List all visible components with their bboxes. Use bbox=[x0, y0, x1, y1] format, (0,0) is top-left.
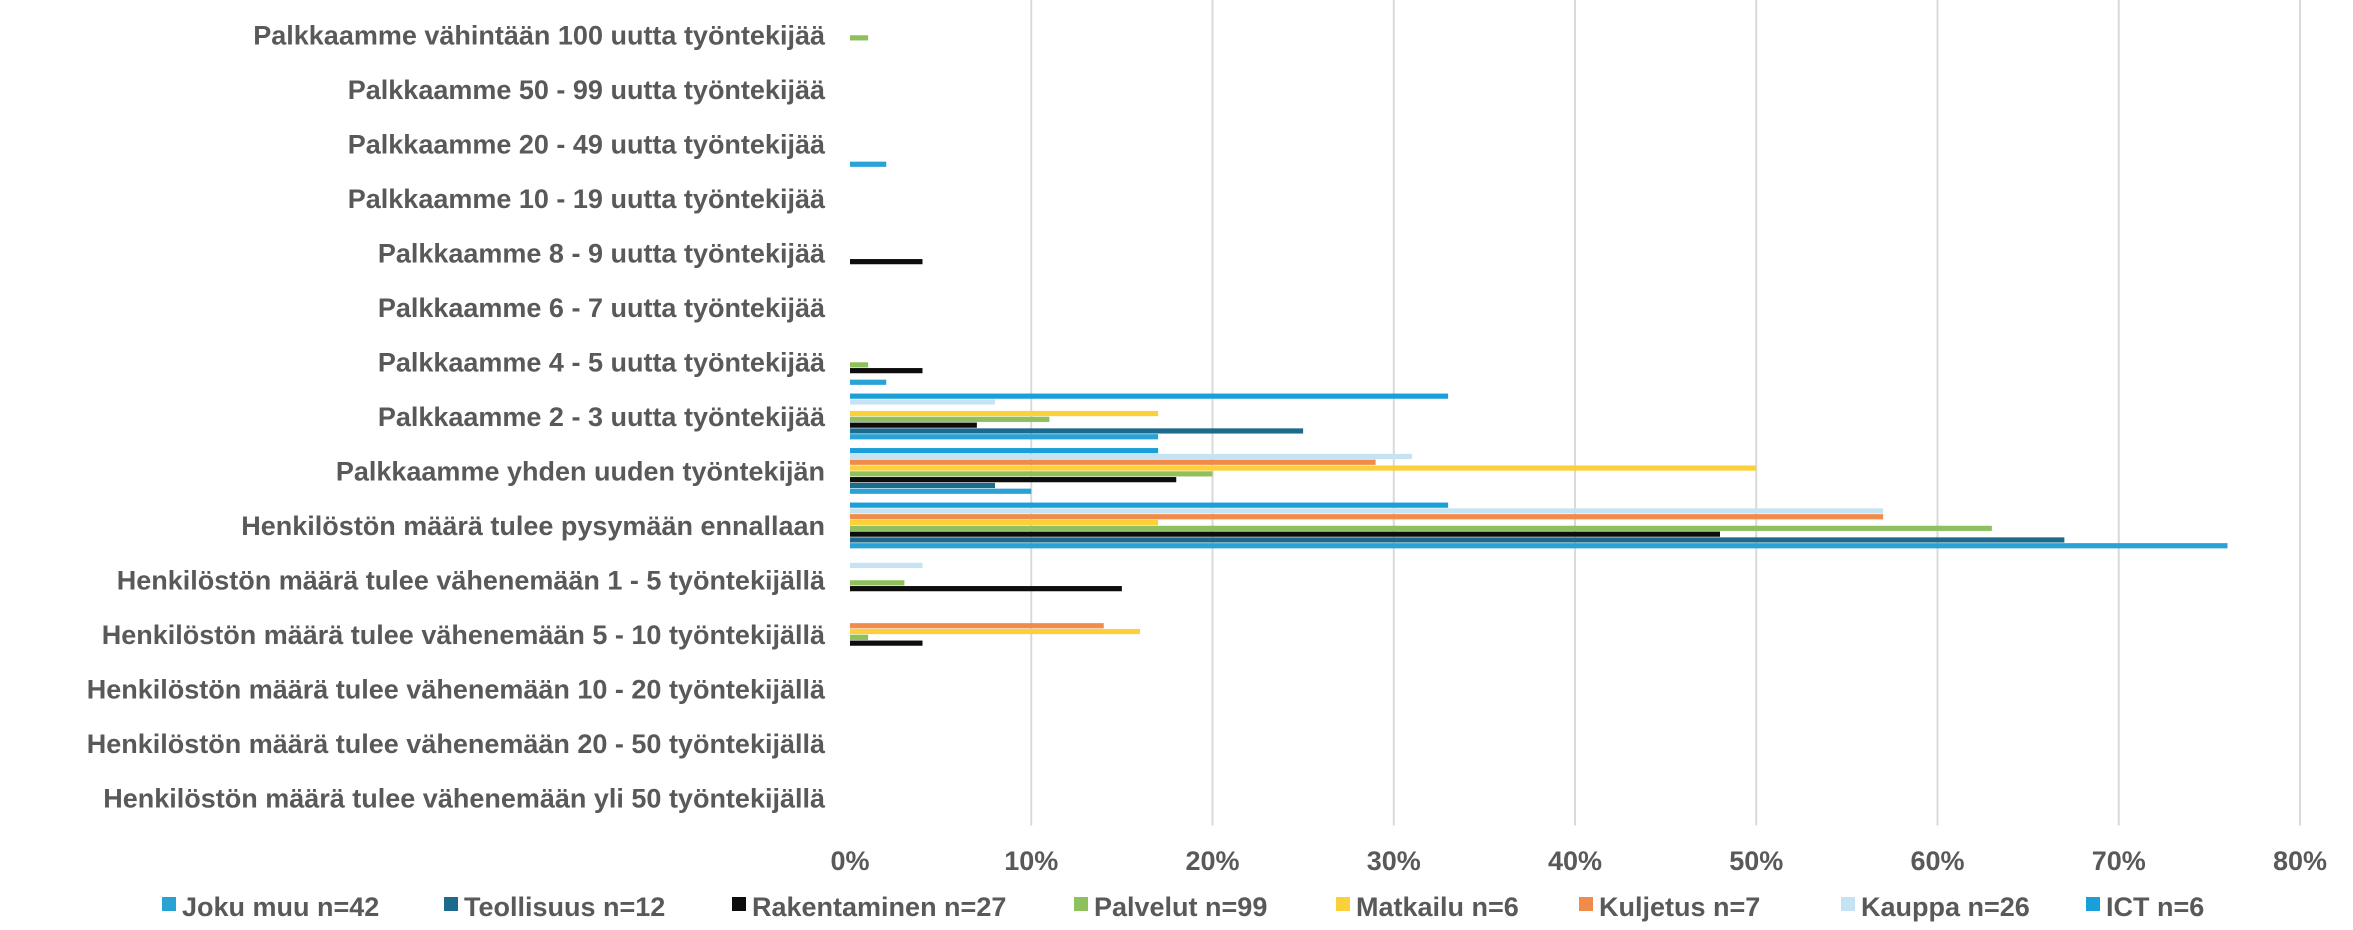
category-label: Henkilöstön määrä tulee vähenemään 20 - … bbox=[87, 729, 826, 759]
category-label: Palkkaamme yhden uuden työntekijän bbox=[336, 456, 825, 486]
bar bbox=[850, 448, 1159, 454]
category-label: Henkilöstön määrä tulee vähenemään 5 - 1… bbox=[102, 620, 826, 650]
bar bbox=[850, 416, 1050, 422]
bar bbox=[850, 368, 923, 374]
legend-label: Teollisuus n=12 bbox=[464, 892, 665, 922]
legend-swatch bbox=[1841, 897, 1855, 911]
category-label: Palkkaamme 6 - 7 uutta työntekijää bbox=[378, 293, 826, 323]
x-tick-label: 70% bbox=[2092, 846, 2146, 876]
gridlines bbox=[1030, 0, 2301, 826]
bar bbox=[850, 393, 1449, 399]
bar bbox=[850, 465, 1757, 471]
bar bbox=[850, 477, 1177, 483]
x-tick-label: 40% bbox=[1548, 846, 1602, 876]
bar bbox=[850, 562, 923, 569]
bar bbox=[850, 580, 905, 586]
bar bbox=[850, 259, 923, 265]
legend-swatch bbox=[2086, 897, 2100, 911]
bar bbox=[850, 488, 1032, 494]
bar bbox=[850, 434, 1159, 440]
category-label: Henkilöstön määrä tulee vähenemään 1 - 5… bbox=[117, 565, 826, 595]
category-label: Palkkaamme 2 - 3 uutta työntekijää bbox=[378, 402, 826, 432]
legend-swatch bbox=[1074, 897, 1088, 911]
category-label: Palkkaamme vähintään 100 uutta työntekij… bbox=[253, 20, 826, 50]
legend-swatch bbox=[444, 897, 458, 911]
category-label: Palkkaamme 8 - 9 uutta työntekijää bbox=[378, 238, 826, 268]
legend-swatch bbox=[1579, 897, 1593, 911]
x-tick-label: 0% bbox=[830, 846, 869, 876]
legend-label: Palvelut n=99 bbox=[1094, 892, 1267, 922]
legend-label: Kauppa n=26 bbox=[1861, 892, 2030, 922]
x-tick-label: 60% bbox=[1910, 846, 1964, 876]
legend-swatch bbox=[1336, 897, 1350, 911]
category-label: Palkkaamme 50 - 99 uutta työntekijää bbox=[348, 75, 826, 105]
category-label: Palkkaamme 10 - 19 uutta työntekijää bbox=[348, 184, 826, 214]
bar bbox=[850, 161, 887, 167]
bar bbox=[850, 537, 2065, 543]
legend-label: Joku muu n=42 bbox=[182, 892, 379, 922]
x-tick-label: 50% bbox=[1729, 846, 1783, 876]
bar bbox=[850, 428, 1304, 434]
bars bbox=[850, 35, 2228, 646]
bar bbox=[850, 471, 1213, 477]
category-label: Palkkaamme 20 - 49 uutta työntekijää bbox=[348, 129, 826, 159]
bar bbox=[850, 459, 1376, 465]
bar bbox=[850, 543, 2228, 549]
bar bbox=[850, 531, 1720, 537]
legend-label: ICT n=6 bbox=[2106, 892, 2204, 922]
bar bbox=[850, 514, 1884, 520]
legend-swatch bbox=[732, 897, 746, 911]
x-tick-label: 10% bbox=[1004, 846, 1058, 876]
x-tick-label: 30% bbox=[1367, 846, 1421, 876]
category-label: Henkilöstön määrä tulee pysymään ennalla… bbox=[241, 511, 825, 541]
bar bbox=[850, 410, 1159, 417]
bar bbox=[850, 422, 977, 428]
bar bbox=[850, 525, 1992, 531]
bar bbox=[850, 586, 1122, 592]
bar bbox=[850, 508, 1884, 514]
legend-label: Kuljetus n=7 bbox=[1599, 892, 1760, 922]
category-label: Henkilöstön määrä tulee vähenemään yli 5… bbox=[103, 783, 826, 813]
bar bbox=[850, 640, 923, 646]
bar bbox=[850, 379, 887, 385]
legend-swatch bbox=[162, 897, 176, 911]
bar bbox=[850, 399, 995, 405]
category-label: Palkkaamme 4 - 5 uutta työntekijää bbox=[378, 347, 826, 377]
bar bbox=[850, 362, 869, 368]
legend-label: Rakentaminen n=27 bbox=[752, 892, 1006, 922]
bar bbox=[850, 623, 1104, 629]
bar bbox=[850, 453, 1412, 460]
bar bbox=[850, 634, 869, 640]
legend-label: Matkailu n=6 bbox=[1356, 892, 1519, 922]
legend: Joku muu n=42 Teollisuus n=12 Rakentaminen… bbox=[162, 892, 2204, 922]
bar bbox=[850, 628, 1140, 635]
bar bbox=[850, 502, 1449, 508]
x-tick-label: 80% bbox=[2273, 846, 2327, 876]
bar bbox=[850, 35, 869, 41]
x-tick-label: 20% bbox=[1185, 846, 1239, 876]
bar bbox=[850, 519, 1159, 526]
bar bbox=[850, 482, 995, 489]
x-axis-tick-labels: 0% 10% 20% 30% 40% 50% 60% 70% 80% bbox=[830, 846, 2327, 876]
category-label: Henkilöstön määrä tulee vähenemään 10 - … bbox=[87, 674, 826, 704]
category-labels: Palkkaamme vähintään 100 uutta työntekij… bbox=[87, 20, 826, 813]
